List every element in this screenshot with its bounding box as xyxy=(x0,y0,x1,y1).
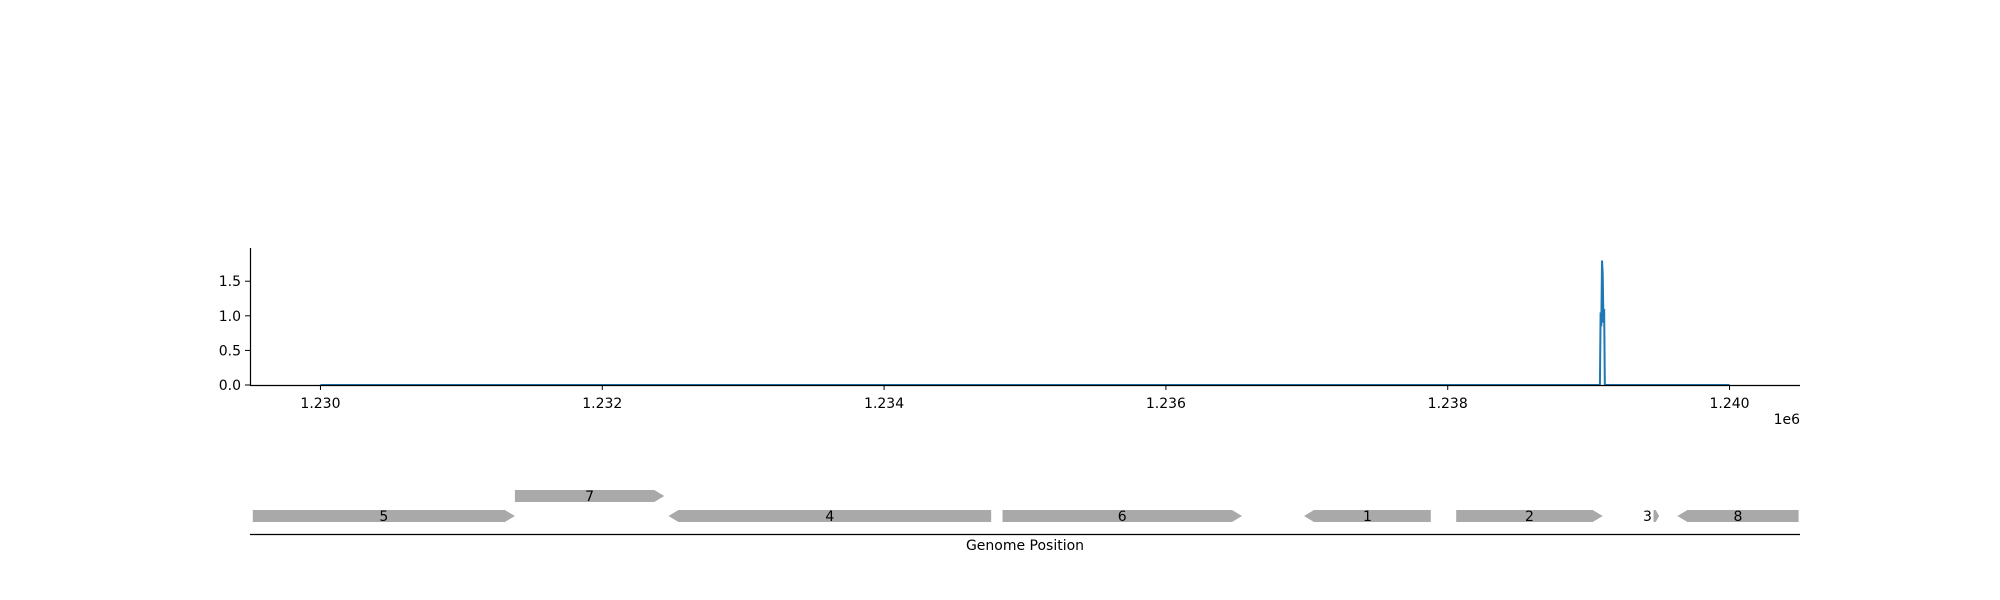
y-tick-label: 0.5 xyxy=(219,343,241,359)
gene-arrow xyxy=(252,510,515,522)
x-ticks: 1.230 1.232 1.234 1.236 1.238 1.240 xyxy=(300,385,1750,412)
gene-label: 8 xyxy=(1734,509,1743,525)
y-tick-label: 0.0 xyxy=(219,378,241,394)
gene-label: 3 xyxy=(1643,509,1652,525)
gene-arrow xyxy=(1456,510,1603,522)
x-axis-label: Genome Position xyxy=(966,538,1084,554)
x-tick-label: 1.232 xyxy=(582,396,622,412)
y-tick-label: 1.0 xyxy=(219,309,241,325)
x-tick-label: 1.234 xyxy=(864,396,904,412)
gene-arrow xyxy=(1653,510,1660,522)
gene-arrow xyxy=(514,490,665,502)
gene-arrow xyxy=(1002,510,1242,522)
x-tick-label: 1.240 xyxy=(1709,396,1749,412)
x-tick-label: 1.230 xyxy=(300,396,340,412)
gene-label: 1 xyxy=(1363,509,1372,525)
gene-label: 6 xyxy=(1118,509,1127,525)
gene-track: 5 7 4 6 1 2 3 8 Genome Position xyxy=(250,489,1800,554)
coverage-plot: 1.230 1.232 1.234 1.236 1.238 1.240 0.0 0.5 1.0… xyxy=(219,248,1800,428)
gene-arrow xyxy=(668,510,992,522)
x-tick-label: 1.238 xyxy=(1428,396,1468,412)
y-tick-label: 1.5 xyxy=(219,274,241,290)
gene-arrow xyxy=(1677,510,1799,522)
coverage-series-line xyxy=(320,260,1730,386)
gene-arrow xyxy=(1304,510,1431,522)
y-ticks: 0.0 0.5 1.0 1.5 xyxy=(219,274,250,394)
x-offset-label: 1e6 xyxy=(1774,412,1801,428)
genes-layer: 5 7 4 6 1 2 3 8 xyxy=(252,489,1799,525)
gene-label: 7 xyxy=(585,489,594,505)
coverage-line-layer xyxy=(320,260,1730,386)
gene-label: 5 xyxy=(379,509,388,525)
gene-label: 4 xyxy=(825,509,834,525)
gene-label: 2 xyxy=(1525,509,1534,525)
x-tick-label: 1.236 xyxy=(1146,396,1186,412)
